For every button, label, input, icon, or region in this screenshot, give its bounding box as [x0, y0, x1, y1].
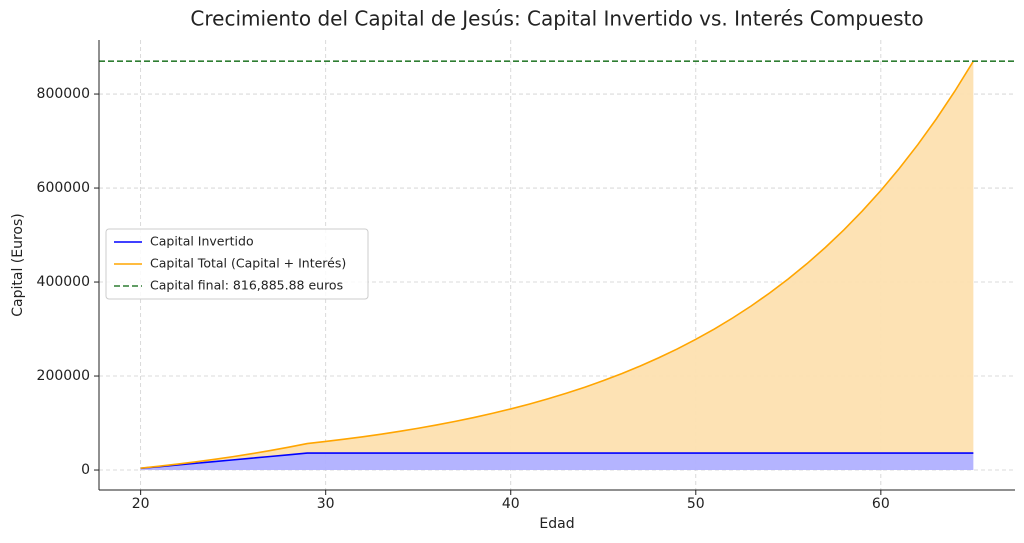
y-tick-label: 600000: [37, 180, 90, 196]
y-axis-label: Capital (Euros): [10, 213, 26, 317]
area-fill: [140, 453, 974, 471]
legend-box: [105, 228, 369, 300]
line-series: [140, 452, 974, 470]
x-tick-label: 50: [687, 496, 705, 512]
x-tick-label: 40: [502, 496, 520, 512]
line-series: [140, 60, 975, 469]
legend-label: Capital Invertido: [150, 234, 254, 249]
x-tick-label: 20: [132, 496, 150, 512]
legend-label: Capital Total (Capital + Interés): [150, 256, 346, 271]
legend-label: Capital final: 816,885.88 euros: [150, 278, 343, 293]
y-tick-label: 200000: [37, 368, 90, 384]
x-tick-label: 60: [872, 496, 890, 512]
y-tick-label: 800000: [37, 86, 90, 102]
chart-title: Crecimiento del Capital de Jesús: Capita…: [190, 7, 923, 31]
area-fill: [140, 61, 974, 469]
y-tick-label: 0: [81, 462, 90, 478]
x-axis-label: Edad: [539, 516, 574, 532]
x-tick-label: 30: [317, 496, 335, 512]
y-tick-label: 400000: [37, 274, 90, 290]
